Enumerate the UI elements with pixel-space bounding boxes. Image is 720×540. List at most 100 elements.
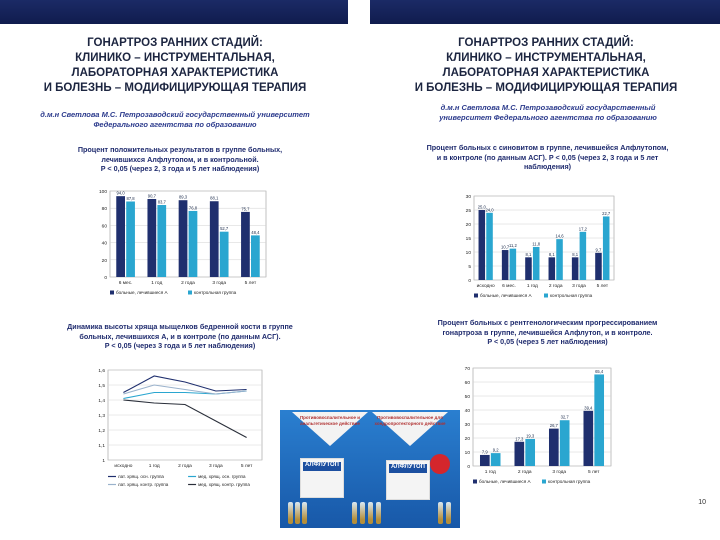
product-seal: [430, 454, 450, 474]
y-tick-label: 70: [465, 366, 471, 372]
data-label: 88,1: [210, 196, 219, 201]
ampoule: [352, 502, 357, 524]
bar: [478, 210, 486, 280]
chart-title-line: Процент больных с синовитом в группе, ле…: [426, 143, 669, 152]
x-tick-label: 6 мес.: [119, 280, 133, 286]
bar: [188, 210, 198, 277]
data-label: 52,7: [220, 226, 229, 231]
ampoule: [360, 502, 365, 524]
x-tick-label: 3 года: [209, 463, 223, 469]
y-tick-label: 0: [104, 275, 107, 281]
legend-label: лат. хрящ. контр. группа: [118, 482, 169, 487]
title-line: ЛАБОРАТОРНАЯ ХАРАКТЕРИСТИКА: [71, 67, 279, 79]
data-label: 9,2: [493, 448, 499, 453]
legend-label: контрольная группа: [194, 290, 237, 295]
x-tick-label: 3 года: [212, 280, 226, 286]
y-tick-label: 1,6: [98, 368, 105, 374]
ampoule: [376, 502, 381, 524]
chart-title-line: и в контроле (по данным АСГ). P < 0,05 (…: [436, 152, 659, 162]
data-label: 83,7: [158, 200, 167, 205]
bar: [559, 420, 570, 466]
chart3-title: Процент больных с синовитом в группе, ле…: [395, 143, 700, 172]
x-tick-label: 6 мес.: [502, 283, 516, 289]
y-tick-label: 25: [466, 208, 472, 214]
product-brand-left: АЛФЛУТОП: [303, 462, 341, 471]
title-line: ЛАБОРАТОРНАЯ ХАРАКТЕРИСТИКА: [442, 67, 650, 79]
bar: [556, 239, 563, 280]
y-tick-label: 20: [466, 222, 472, 228]
page-number: 10: [698, 499, 706, 506]
y-tick-label: 80: [102, 206, 108, 212]
title-line: ГОНАРТРОЗ РАННИХ СТАДИЙ:: [87, 37, 263, 49]
slide-title-right: ГОНАРТРОЗ РАННИХ СТАДИЙ: КЛИНИКО – ИНСТР…: [378, 36, 714, 96]
legend-label: контрольная группа: [548, 479, 591, 484]
y-tick-label: 1,3: [98, 413, 105, 419]
y-tick-label: 10: [466, 250, 472, 256]
y-tick-label: 30: [466, 194, 472, 200]
author-line: д.м.н Светлова М.С. Петрозаводский госуд…: [40, 110, 310, 119]
data-label: 48,4: [251, 230, 260, 235]
chart-title-line: больных, лечившихся А, и в контроле (по …: [79, 331, 281, 341]
ampoule: [446, 502, 451, 524]
series-line: [123, 399, 247, 438]
bar: [525, 438, 536, 466]
bar: [486, 212, 493, 280]
data-label: 65,4: [595, 369, 604, 374]
ad-triangle-right: [372, 412, 448, 446]
bar: [147, 198, 157, 277]
y-tick-label: 60: [465, 380, 471, 386]
title-line: ГОНАРТРОЗ РАННИХ СТАДИЙ:: [458, 37, 634, 49]
data-label: 94,0: [117, 191, 126, 196]
chart-title-line: гонартроза в группе, лечившейся Алфлутоп…: [442, 327, 653, 337]
ad-triangle-right-label: Противовоспалительное для хондропротекто…: [374, 415, 446, 426]
bar: [525, 257, 532, 280]
x-tick-label: 1 год: [527, 283, 538, 289]
legend-swatch: [188, 290, 192, 295]
y-tick-label: 0: [467, 464, 470, 470]
bar: [501, 250, 509, 280]
x-tick-label: 5 лет: [245, 280, 257, 286]
data-label: 8,1: [572, 252, 578, 257]
plot-area: [109, 190, 267, 278]
bar: [241, 211, 250, 277]
legend-swatch: [542, 479, 546, 484]
y-tick-label: 1,1: [98, 443, 105, 449]
data-label: 39,4: [584, 405, 593, 410]
y-tick-label: 5: [468, 264, 471, 270]
y-tick-label: 1: [102, 458, 105, 464]
data-label: 11,8: [532, 241, 541, 246]
y-tick-label: 10: [465, 450, 471, 456]
top-bar-right: [370, 0, 720, 24]
series-line: [123, 384, 247, 395]
chart-title-line: лечившихся Алфлутопом, и в контрольной.: [101, 154, 259, 164]
chart4-title: Процент больных с рентгенологическим про…: [395, 318, 700, 347]
ampoule: [288, 502, 293, 524]
author-left: д.м.н Светлова М.С. Петрозаводский госуд…: [20, 110, 330, 130]
x-tick-label: 3 года: [552, 469, 566, 475]
chart-title-line: P < 0,05 (через 5 лет наблюдения): [487, 337, 608, 346]
bar: [602, 216, 610, 280]
chart1: 0 20 40 60 80 100 94,0 87,8 6 мес. 90,7 83,7 1 год 8…: [88, 183, 270, 303]
data-label: 24,0: [485, 207, 494, 212]
y-tick-label: 40: [102, 241, 108, 247]
bar: [514, 441, 525, 466]
bar: [209, 201, 219, 277]
x-tick-label: 5 лет: [588, 469, 600, 475]
data-label: 11,2: [509, 243, 518, 248]
bar: [583, 410, 594, 466]
data-label: 8,1: [526, 252, 532, 257]
data-label: 19,3: [526, 433, 535, 438]
bar: [571, 257, 579, 280]
chart3-svg: 0 5 10 15 20 25 30 25,024,0 исходно 10,7 11,2 6 мес…: [466, 194, 615, 298]
chart4-svg: 0 10 20 30 40 50 60 70 7,9 9,2 1 год 17,319,3 2 года…: [465, 366, 612, 484]
y-tick-label: 1,4: [98, 398, 105, 404]
product-box-right: АЛФЛУТОП: [386, 460, 430, 500]
legend-label: лат. хрящ. осн. группа: [118, 474, 164, 479]
ampoule: [302, 502, 307, 524]
data-label: 14,6: [555, 234, 564, 239]
y-tick-label: 40: [465, 408, 471, 414]
y-tick-label: 1,5: [98, 383, 105, 389]
data-label: 22,7: [602, 211, 611, 216]
legend-swatch: [110, 290, 114, 295]
chart-title-line: Процент положительных результатов в груп…: [77, 145, 283, 154]
